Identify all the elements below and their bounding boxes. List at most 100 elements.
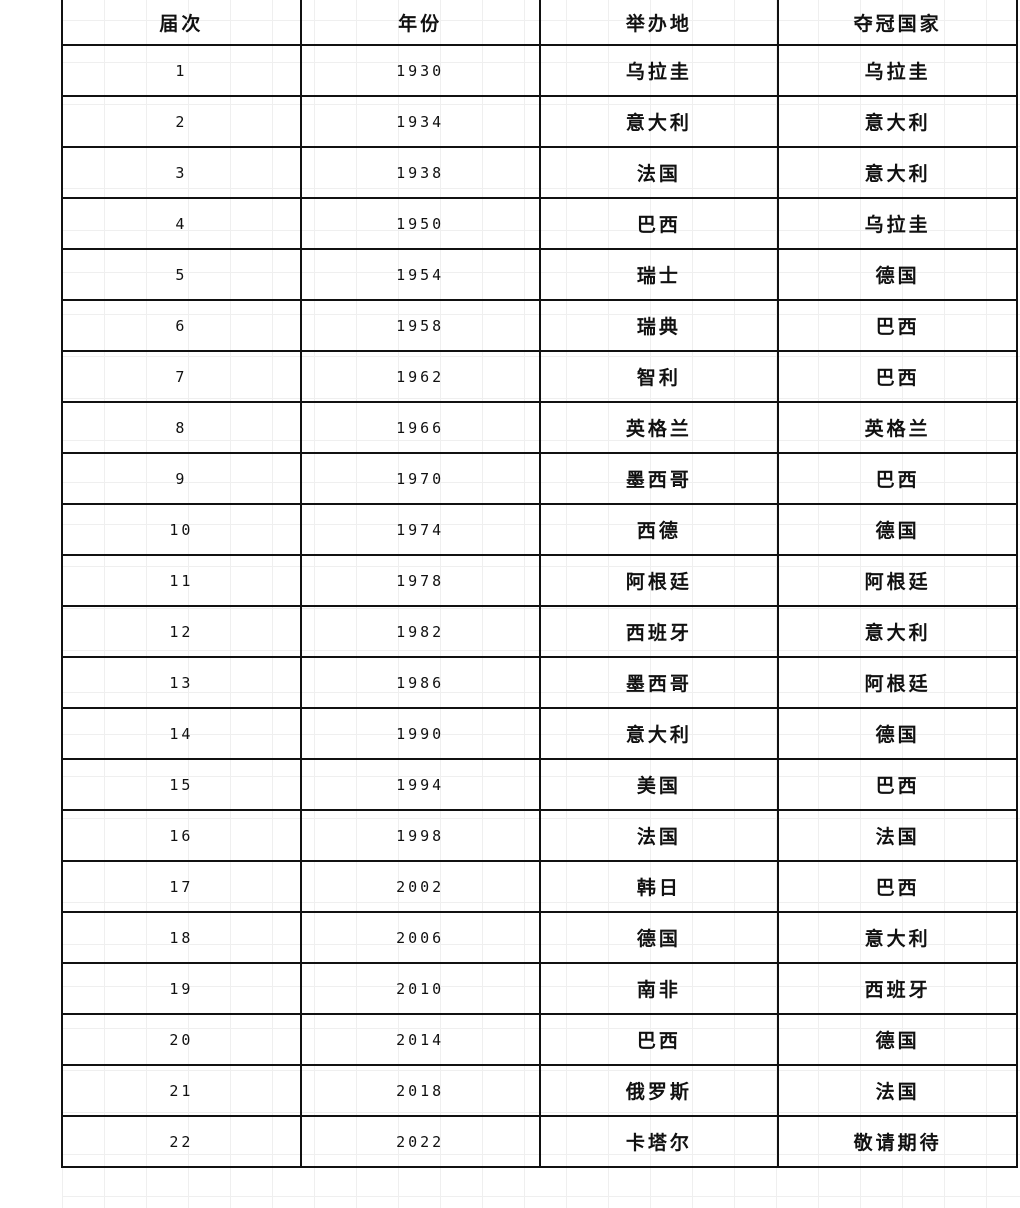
champion-cell: 法国 [777,1064,1018,1117]
year-cell: 1962 [299,350,541,403]
year-cell: 1970 [299,452,541,505]
header-host: 举办地 [538,0,780,46]
host-cell: 巴西 [538,1013,780,1066]
champion-cell: 意大利 [777,146,1018,199]
host-cell: 西德 [538,503,780,556]
year-cell: 2010 [299,962,541,1015]
table-row: 15 1994 美国 巴西 [61,758,1018,811]
edition-cell: 13 [61,656,302,709]
table-row: 4 1950 巴西 乌拉圭 [61,197,1018,250]
year-cell: 1994 [299,758,541,811]
year-cell: 1950 [299,197,541,250]
edition-cell: 1 [61,44,302,97]
table-row: 21 2018 俄罗斯 法国 [61,1064,1018,1117]
edition-cell: 20 [61,1013,302,1066]
champion-cell: 意大利 [777,605,1018,658]
table-row: 9 1970 墨西哥 巴西 [61,452,1018,505]
edition-cell: 18 [61,911,302,964]
year-cell: 1998 [299,809,541,862]
year-cell: 1966 [299,401,541,454]
header-year: 年份 [299,0,541,46]
year-cell: 1982 [299,605,541,658]
year-cell: 2002 [299,860,541,913]
host-cell: 阿根廷 [538,554,780,607]
table-row: 10 1974 西德 德国 [61,503,1018,556]
edition-cell: 21 [61,1064,302,1117]
champion-cell: 德国 [777,248,1018,301]
host-cell: 瑞典 [538,299,780,352]
year-cell: 2006 [299,911,541,964]
table-row: 19 2010 南非 西班牙 [61,962,1018,1015]
table-row: 12 1982 西班牙 意大利 [61,605,1018,658]
edition-cell: 4 [61,197,302,250]
champion-cell: 阿根廷 [777,656,1018,709]
champion-cell: 巴西 [777,758,1018,811]
champion-cell: 阿根廷 [777,554,1018,607]
host-cell: 法国 [538,146,780,199]
host-cell: 韩日 [538,860,780,913]
world-cup-table: 届次 年份 举办地 夺冠国家 1 1930 乌拉圭 乌拉圭 2 1934 意大利 意大利 3 19… [61,0,1018,1168]
host-cell: 南非 [538,962,780,1015]
edition-cell: 7 [61,350,302,403]
champion-cell: 乌拉圭 [777,197,1018,250]
host-cell: 墨西哥 [538,452,780,505]
table-row: 7 1962 智利 巴西 [61,350,1018,403]
host-cell: 法国 [538,809,780,862]
edition-cell: 6 [61,299,302,352]
header-row: 届次 年份 举办地 夺冠国家 [61,0,1018,46]
edition-cell: 9 [61,452,302,505]
champion-cell: 西班牙 [777,962,1018,1015]
champion-cell: 德国 [777,707,1018,760]
table-row: 8 1966 英格兰 英格兰 [61,401,1018,454]
header-edition: 届次 [61,0,302,46]
edition-cell: 14 [61,707,302,760]
champion-cell: 巴西 [777,299,1018,352]
year-cell: 1978 [299,554,541,607]
table-row: 16 1998 法国 法国 [61,809,1018,862]
champion-cell: 意大利 [777,95,1018,148]
edition-cell: 12 [61,605,302,658]
table-row: 3 1938 法国 意大利 [61,146,1018,199]
host-cell: 智利 [538,350,780,403]
host-cell: 巴西 [538,197,780,250]
edition-cell: 3 [61,146,302,199]
table-row: 1 1930 乌拉圭 乌拉圭 [61,44,1018,97]
edition-cell: 5 [61,248,302,301]
table-row: 5 1954 瑞士 德国 [61,248,1018,301]
host-cell: 英格兰 [538,401,780,454]
champion-cell: 巴西 [777,350,1018,403]
year-cell: 1958 [299,299,541,352]
champion-cell: 敬请期待 [777,1115,1018,1168]
edition-cell: 19 [61,962,302,1015]
table-row: 18 2006 德国 意大利 [61,911,1018,964]
edition-cell: 2 [61,95,302,148]
year-cell: 1986 [299,656,541,709]
edition-cell: 8 [61,401,302,454]
table-row: 13 1986 墨西哥 阿根廷 [61,656,1018,709]
year-cell: 1930 [299,44,541,97]
host-cell: 乌拉圭 [538,44,780,97]
host-cell: 意大利 [538,707,780,760]
champion-cell: 德国 [777,1013,1018,1066]
year-cell: 2022 [299,1115,541,1168]
table-row: 2 1934 意大利 意大利 [61,95,1018,148]
host-cell: 美国 [538,758,780,811]
edition-cell: 16 [61,809,302,862]
year-cell: 1938 [299,146,541,199]
table-row: 11 1978 阿根廷 阿根廷 [61,554,1018,607]
year-cell: 1990 [299,707,541,760]
edition-cell: 10 [61,503,302,556]
champion-cell: 英格兰 [777,401,1018,454]
host-cell: 西班牙 [538,605,780,658]
year-cell: 2014 [299,1013,541,1066]
edition-cell: 15 [61,758,302,811]
host-cell: 俄罗斯 [538,1064,780,1117]
edition-cell: 22 [61,1115,302,1168]
host-cell: 瑞士 [538,248,780,301]
table-row: 20 2014 巴西 德国 [61,1013,1018,1066]
year-cell: 1934 [299,95,541,148]
year-cell: 1954 [299,248,541,301]
header-champion: 夺冠国家 [777,0,1018,46]
champion-cell: 巴西 [777,452,1018,505]
host-cell: 德国 [538,911,780,964]
